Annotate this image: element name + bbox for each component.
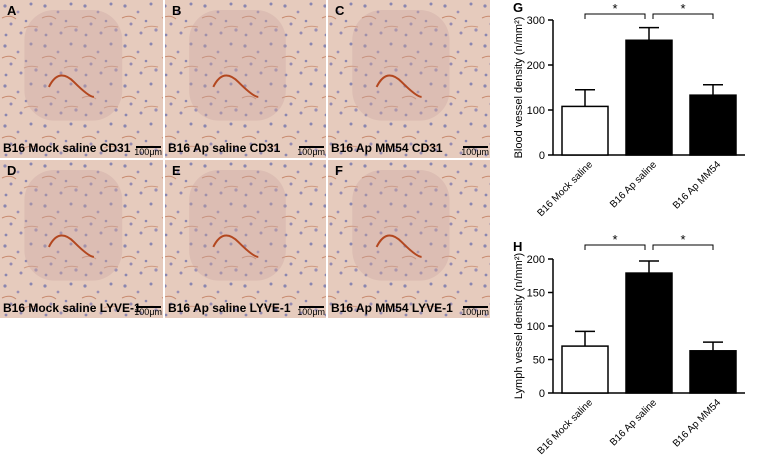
significance-mark: * xyxy=(680,232,685,247)
significance-bracket xyxy=(652,13,714,19)
significance-bracket xyxy=(584,13,646,19)
y-axis-label: Lymph vessel density (n/mm²) xyxy=(513,253,525,399)
vessel xyxy=(48,74,95,98)
scale-label: 100μm xyxy=(461,147,489,157)
image-panel: C B16 Ap MM54 CD31 100μm xyxy=(328,0,490,158)
micrograph xyxy=(328,0,490,158)
panel-caption: B16 Mock saline LYVE-1 xyxy=(3,301,141,315)
tissue-shade xyxy=(352,170,450,281)
y-tick-label: 200 xyxy=(527,254,545,266)
image-panel: B B16 Ap saline CD31 100μm xyxy=(165,0,326,158)
panel-letter: G xyxy=(513,0,523,15)
significance-bracket xyxy=(652,244,714,250)
vessel xyxy=(212,74,259,98)
bar xyxy=(689,350,737,394)
panel-caption: B16 Ap saline LYVE-1 xyxy=(168,301,291,315)
y-tick-label: 150 xyxy=(527,288,545,300)
y-tick-label: 0 xyxy=(539,150,545,162)
panel-letter: D xyxy=(7,163,16,178)
y-tick-label: 200 xyxy=(527,60,545,72)
x-tick-label: B16 Ap MM54 xyxy=(671,397,724,450)
panel-letter: C xyxy=(335,3,345,18)
tissue-shade xyxy=(189,170,286,281)
y-tick-label: 300 xyxy=(527,15,545,27)
y-axis-label: Blood vessel density (n/mm²) xyxy=(513,17,525,159)
y-tick-label: 100 xyxy=(527,105,545,117)
scale-label: 100μm xyxy=(134,307,162,317)
bar xyxy=(689,94,737,156)
panel-caption: B16 Ap MM54 CD31 xyxy=(331,141,443,155)
bar xyxy=(561,345,609,394)
tissue-shade xyxy=(189,10,286,121)
panel-letter: F xyxy=(335,163,343,178)
bar xyxy=(625,272,673,394)
panel-caption: B16 Mock saline CD31 xyxy=(3,141,131,155)
significance-mark: * xyxy=(680,1,685,16)
panel-letter: H xyxy=(513,239,522,254)
x-tick-label: B16 Ap saline xyxy=(608,397,659,448)
vessel xyxy=(375,74,422,98)
significance-mark: * xyxy=(612,1,617,16)
scale-label: 100μm xyxy=(461,307,489,317)
scale-label: 100μm xyxy=(297,147,325,157)
bar xyxy=(561,105,609,156)
tissue-shade xyxy=(24,10,123,121)
micrograph xyxy=(165,160,326,318)
vessel xyxy=(375,234,422,258)
panel-letter: B xyxy=(172,3,181,18)
vessel xyxy=(48,234,95,258)
scale-label: 100μm xyxy=(134,147,162,157)
x-tick-label: B16 Ap MM54 xyxy=(671,159,724,212)
micrograph xyxy=(0,160,163,318)
image-panel: E B16 Ap saline LYVE-1 100μm xyxy=(165,160,326,318)
vessel xyxy=(212,234,259,258)
scale-label: 100μm xyxy=(297,307,325,317)
y-tick-label: 0 xyxy=(539,388,545,400)
micrograph xyxy=(0,0,163,158)
tissue-shade xyxy=(352,10,450,121)
y-tick-label: 100 xyxy=(527,321,545,333)
x-tick-label: B16 Ap saline xyxy=(608,159,659,210)
panel-caption: B16 Ap saline CD31 xyxy=(168,141,281,155)
bar xyxy=(625,39,673,156)
y-tick-label: 50 xyxy=(533,355,545,367)
x-tick-label: B16 Mock saline xyxy=(535,159,595,219)
panel-letter: A xyxy=(7,3,17,18)
micrograph xyxy=(165,0,326,158)
micrograph xyxy=(328,160,490,318)
image-panel: A B16 Mock saline CD31 100μm xyxy=(0,0,163,158)
panel-caption: B16 Ap MM54 LYVE-1 xyxy=(331,301,453,315)
x-tick-label: B16 Mock saline xyxy=(535,397,595,457)
significance-bracket xyxy=(584,244,646,250)
image-panel: F B16 Ap MM54 LYVE-1 100μm xyxy=(328,160,490,318)
panel-letter: E xyxy=(172,163,181,178)
significance-mark: * xyxy=(612,232,617,247)
tissue-shade xyxy=(24,170,123,281)
